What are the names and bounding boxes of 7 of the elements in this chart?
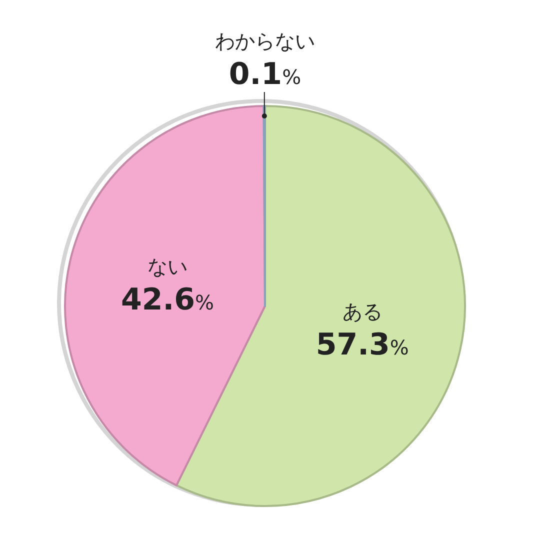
slice-label: ない	[148, 254, 188, 279]
slice-label: わからない	[215, 29, 315, 53]
pie-slice	[64, 105, 266, 486]
data-label: 57.3%	[316, 328, 409, 363]
slice-label: ある	[342, 300, 382, 324]
data-label: 42.6%	[121, 282, 214, 318]
data-label: 0.1%	[228, 57, 302, 92]
